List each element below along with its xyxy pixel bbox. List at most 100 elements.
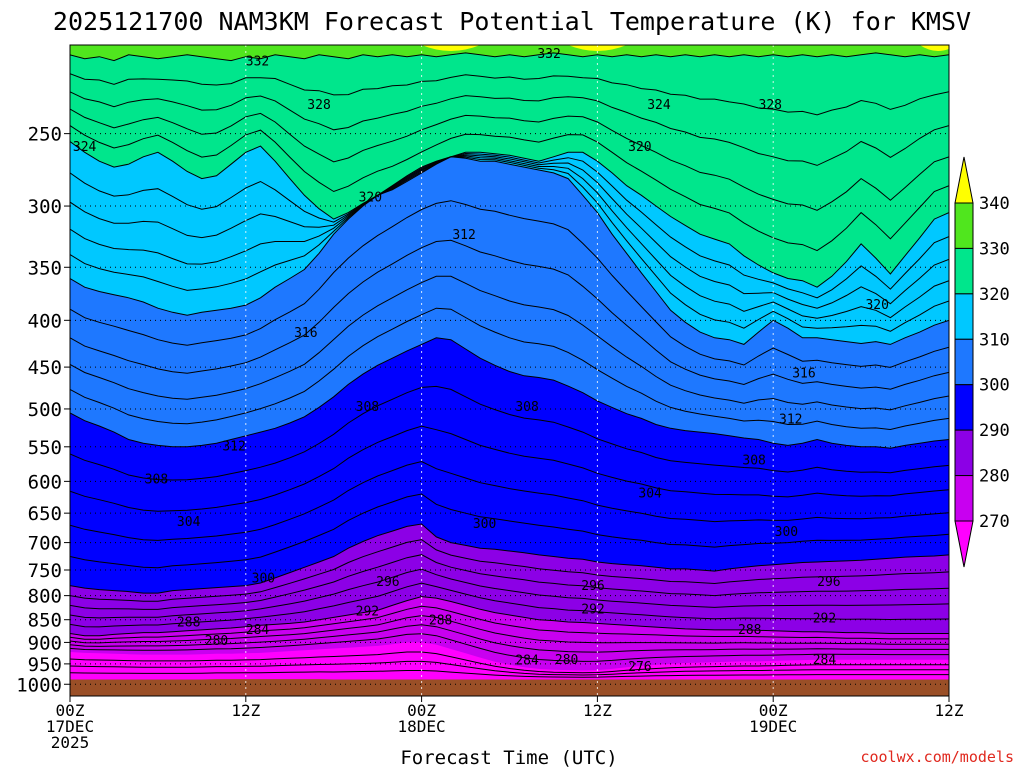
credit-text: coolwx.com/models [860, 748, 1014, 766]
contour-label: 284 [813, 653, 837, 668]
x-tick-label: 18DEC [398, 717, 446, 736]
colorbar-underflow-arrow [954, 520, 974, 568]
contour-label: 280 [555, 653, 578, 668]
colorbar: 340 330 320 310 300 290 280 270 [954, 156, 1010, 568]
isentrope-line [70, 275, 949, 411]
x-tick-label: 17DEC [46, 717, 94, 736]
isentrope-line [70, 239, 949, 390]
isentrope-line [70, 493, 949, 569]
isentrope-line [70, 660, 949, 676]
contour-label: 284 [515, 654, 539, 669]
contour-label: 292 [356, 604, 379, 619]
colorbar-label: 330 [979, 239, 1010, 259]
x-tick-label: 2025 [51, 733, 90, 752]
contour-label: 296 [376, 575, 399, 590]
contour-label: 292 [581, 602, 604, 617]
contour-label: 304 [638, 486, 662, 501]
isentrope-line [70, 154, 949, 309]
contour-label: 280 [205, 634, 228, 649]
contour-label: 328 [307, 98, 330, 113]
contour-label: 320 [628, 140, 651, 155]
contour-label: 332 [537, 47, 560, 62]
contour-label: 288 [429, 614, 452, 629]
contour-label: 328 [759, 98, 782, 113]
colorbar-segment [954, 384, 974, 431]
isentrope-line [70, 385, 949, 481]
contour-label: 308 [515, 400, 538, 415]
terrain-ground [70, 679, 949, 696]
isentrope-line [70, 125, 949, 252]
contour-label: 308 [145, 473, 168, 488]
colorbar-label: 320 [979, 285, 1010, 305]
x-tick-label: 00Z [759, 701, 788, 720]
isentrope-line [70, 670, 949, 678]
contour-label: 300 [252, 571, 275, 586]
colorbar-label: 290 [979, 421, 1010, 441]
contour-label: 308 [356, 400, 379, 415]
y-tick-label: 500 [28, 399, 62, 421]
contour-label: 316 [792, 366, 815, 381]
y-tick-label: 350 [28, 257, 62, 279]
x-tick-label: 00Z [407, 701, 436, 720]
isentrope-line [70, 156, 949, 345]
isentrope-line [70, 633, 949, 662]
isentrope-line [70, 108, 949, 211]
y-tick-label: 750 [28, 560, 62, 582]
isentrope-line [70, 651, 949, 674]
isentrope-line [70, 523, 949, 594]
y-tick-label: 400 [28, 310, 62, 332]
y-tick-label: 450 [28, 357, 62, 379]
colorbar-label: 340 [979, 194, 1010, 214]
isentrope-line [70, 624, 949, 653]
y-tick-label: 850 [28, 610, 62, 632]
isentrope-line [70, 200, 949, 368]
isentrope-line [70, 554, 949, 610]
colorbar-segment [954, 475, 974, 522]
contour-label: 312 [222, 439, 245, 454]
grid-lines [70, 45, 949, 696]
isentrope-line [70, 91, 949, 166]
isentrope-line [70, 460, 949, 541]
x-tick-label: 00Z [56, 701, 85, 720]
contour-label: 296 [817, 575, 840, 590]
y-tick-label: 950 [28, 654, 62, 676]
contour-label: 324 [73, 140, 97, 155]
colorbar-label: 280 [979, 467, 1010, 487]
band-above-340 [421, 45, 949, 51]
isentrope-line [70, 73, 949, 116]
chart-title: 2025121700 NAM3KM Forecast Potential Tem… [53, 7, 971, 36]
isentrope-line [70, 605, 949, 640]
y-tick-label: 600 [28, 471, 62, 493]
y-tick-label: 300 [28, 196, 62, 218]
y-tick-label: 650 [28, 503, 62, 525]
contour-label: 304 [177, 515, 201, 530]
x-tick-label: 12Z [935, 701, 964, 720]
colorbar-label: 310 [979, 330, 1010, 350]
isentrope-line [70, 539, 949, 602]
plot-area [70, 45, 949, 696]
y-tick-label: 250 [28, 124, 62, 146]
isentrope-line [70, 615, 949, 645]
colorbar-segment [954, 202, 974, 249]
contour-label: 276 [628, 660, 651, 675]
isentrope-line [70, 152, 949, 299]
y-tick-label: 800 [28, 586, 62, 608]
isentrope-line [70, 582, 949, 628]
band-above-340-patch [421, 45, 481, 51]
isentrope-line [70, 425, 949, 512]
contour-label: 288 [177, 616, 200, 631]
y-tick-label: 1000 [16, 674, 62, 696]
y-tick-label: 550 [28, 437, 62, 459]
y-tick-label: 900 [28, 632, 62, 654]
isentrope-line [70, 52, 949, 62]
x-axis-label: Forecast Time (UTC) [400, 747, 617, 768]
contour-labels: 332 332 328 324 328 324 320 320 312 320 316 316 308 3… [73, 47, 889, 675]
contour-label: 316 [294, 326, 317, 341]
colorbar-segment [954, 293, 974, 340]
x-tick-label: 19DEC [749, 717, 797, 736]
colorbar-segment [954, 338, 974, 386]
colorbar-segment [954, 429, 974, 477]
contour-label: 324 [647, 98, 671, 113]
